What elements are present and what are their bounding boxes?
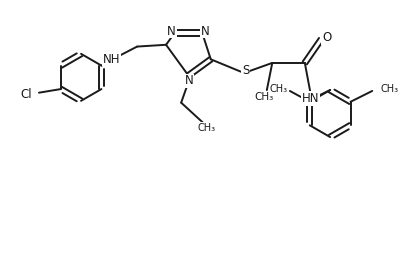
Text: N: N <box>167 25 176 38</box>
Text: CH₃: CH₃ <box>270 84 288 94</box>
Text: CH₃: CH₃ <box>380 84 398 94</box>
Text: S: S <box>242 64 249 77</box>
Text: CH₃: CH₃ <box>254 92 273 102</box>
Text: HN: HN <box>301 92 319 105</box>
Text: O: O <box>322 31 331 44</box>
Text: N: N <box>201 25 209 38</box>
Text: N: N <box>185 74 194 88</box>
Text: NH: NH <box>103 53 121 66</box>
Text: Cl: Cl <box>21 88 33 101</box>
Text: CH₃: CH₃ <box>197 123 216 133</box>
